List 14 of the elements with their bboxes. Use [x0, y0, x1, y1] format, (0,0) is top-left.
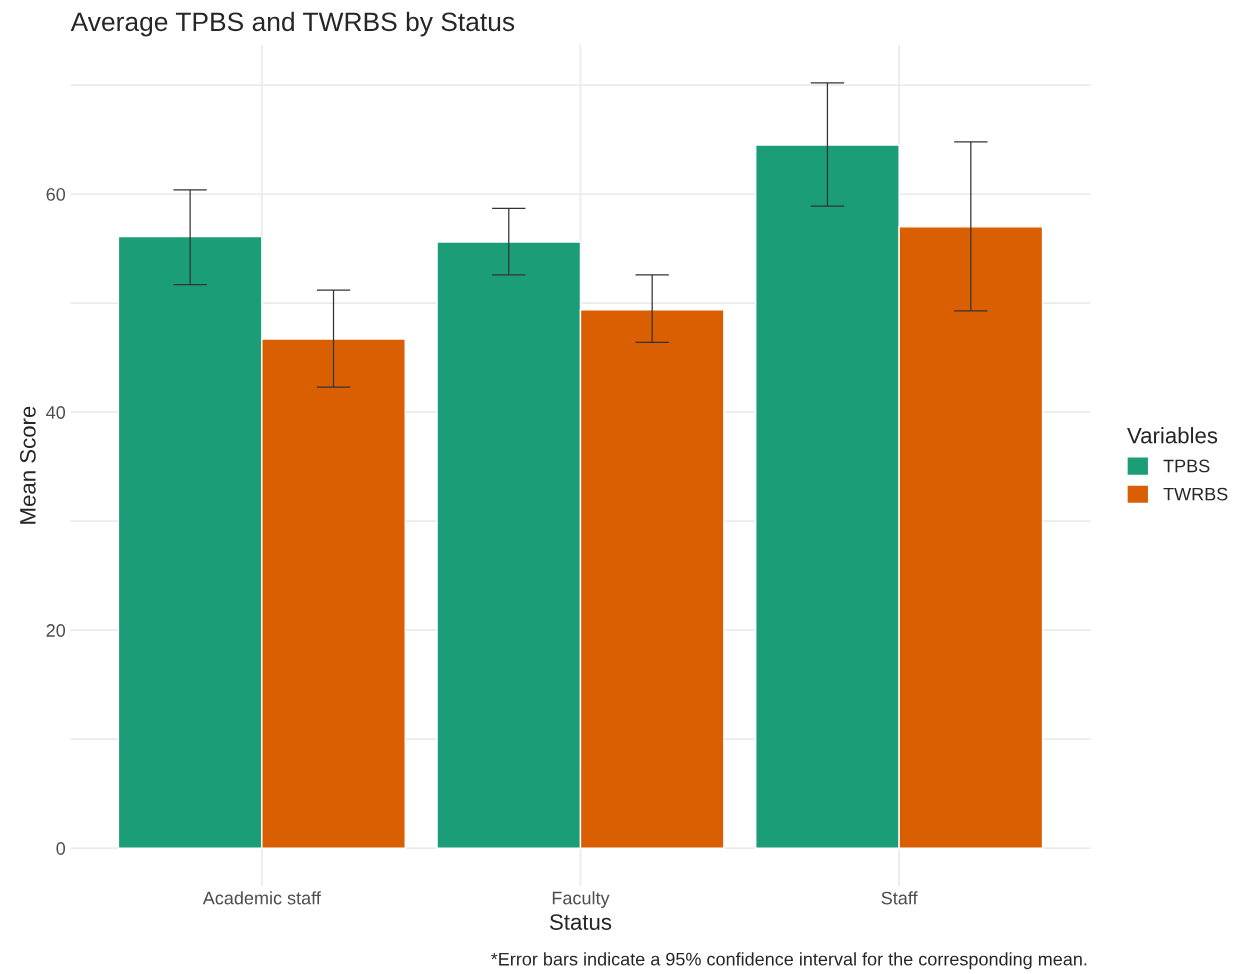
- x-axis-title: Status: [549, 914, 612, 930]
- legend-label: TPBS: [1163, 459, 1210, 473]
- y-axis-title: Mean Score: [20, 406, 36, 524]
- x-tick-label: Staff: [881, 891, 918, 905]
- y-tick-label: 20: [46, 624, 66, 637]
- legend-label: TWRBS: [1163, 487, 1228, 501]
- x-tick-label: Faculty: [552, 891, 610, 909]
- text: *Error bars indicate a 95% confidence interval for the corresponding mean.: [491, 952, 1087, 970]
- y-tick-label: 60: [46, 188, 66, 201]
- chart-title: Average TPBS and TWRBS by Status: [70, 11, 515, 37]
- legend-title: Variables: [1127, 427, 1218, 444]
- y-tick-label: 40: [46, 406, 66, 419]
- y-tick-label: 0: [56, 842, 66, 855]
- x-tick-label: Academic staff: [202, 891, 321, 905]
